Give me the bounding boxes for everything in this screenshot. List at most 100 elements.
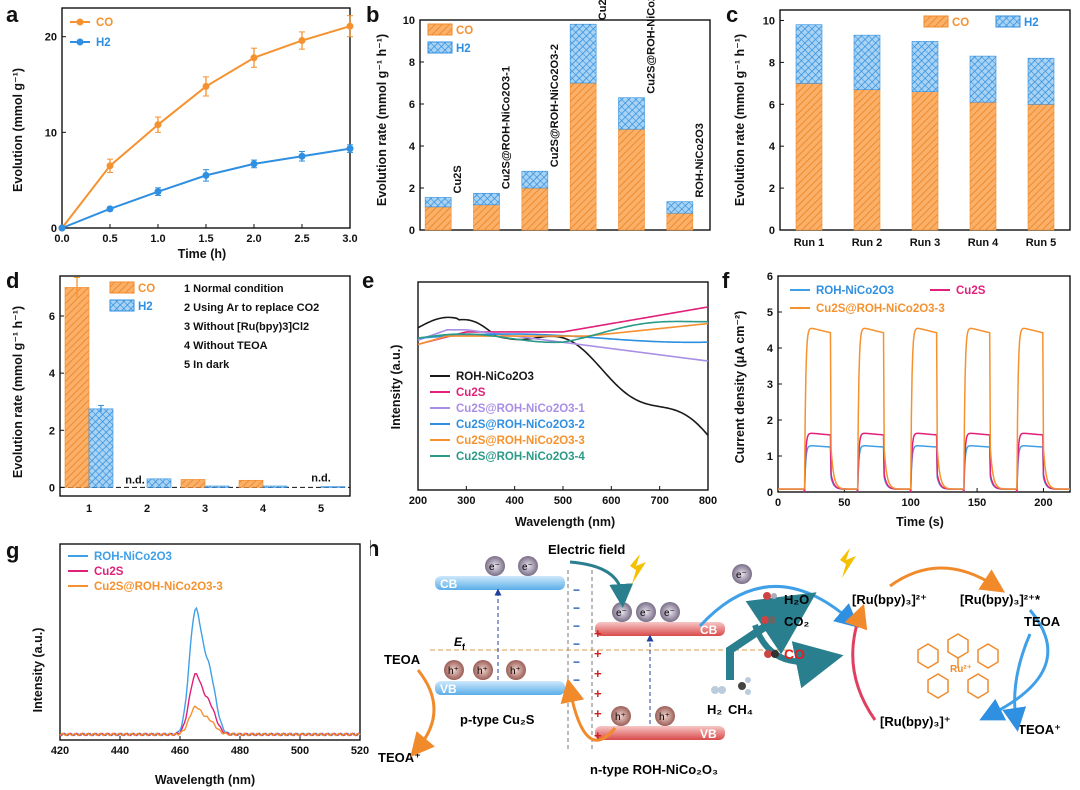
svg-text:+: +: [594, 666, 602, 681]
data-point: [106, 205, 114, 213]
x-tick-label: 420: [51, 745, 69, 757]
x-tick-label: 1: [86, 503, 92, 515]
ru-2plus-label: [Ru(bpy)₃]²⁺: [852, 592, 927, 607]
legend-marker-h2: [76, 38, 84, 46]
svg-text:+: +: [594, 646, 602, 661]
y-tick-label: 4: [409, 141, 416, 153]
cb-label-n: CB: [700, 623, 718, 637]
svg-text:+: +: [594, 728, 602, 743]
vb-label-p: VB: [440, 682, 457, 696]
y-tick-label: 10: [45, 127, 57, 139]
teoa-plus-left: TEOA⁺: [378, 750, 421, 765]
x-tick-label: 0.0: [54, 233, 69, 245]
panel-h-mechanism-diagram: h CB VB CB VB E f − − − − − − + + + + + + e⁻ e⁻ e⁻…: [370, 536, 1061, 777]
y-tick-label: 3: [767, 379, 773, 391]
legend-swatch-co: [923, 15, 949, 28]
y-tick-label: 10: [403, 15, 415, 27]
svg-text:−: −: [573, 673, 580, 687]
x-tick-label: 0.5: [102, 233, 117, 245]
electric-field-label: Electric field: [548, 542, 625, 557]
bar-h2: [569, 23, 597, 84]
bar-h2: [88, 408, 114, 488]
bar-h2: [521, 170, 549, 189]
hole-icon: [611, 706, 631, 726]
y-tick-label: 4: [49, 368, 56, 380]
legend-label-h2: H2: [1024, 17, 1039, 29]
y-tick-label: 10: [763, 15, 775, 27]
legend-label: ROH-NiCo2O3: [456, 371, 534, 383]
x-tick-label: Run 3: [910, 237, 941, 249]
bar-h2: [146, 478, 172, 488]
svg-text:−: −: [573, 655, 580, 669]
axis-label-x: Wavelength (nm): [515, 515, 615, 529]
condition-note: 3 Without [Ru(bpy)3]Cl2: [184, 321, 309, 333]
hole-icon: [506, 660, 526, 680]
x-tick-label: 1.0: [150, 233, 165, 245]
bar-co: [238, 479, 264, 488]
legend-label: Cu2S: [94, 566, 124, 578]
svg-text:e⁻: e⁻: [640, 608, 651, 619]
legend-marker-co: [76, 18, 84, 26]
series-line: [417, 322, 709, 346]
legend-swatch-co: [427, 23, 453, 36]
legend-label: Cu2S@ROH-NiCo2O3-3: [456, 435, 585, 447]
hole-icon: [444, 660, 464, 680]
legend-label: Cu2S: [456, 387, 486, 399]
panel-g-line-chart: g Intensity (a.u.) Wavelength (nm) 420 44…: [6, 538, 369, 787]
x-tick-label: Run 4: [968, 237, 999, 249]
x-tick-label: Run 5: [1026, 237, 1057, 249]
bar-h2: [666, 201, 694, 214]
y-tick-label: 0: [49, 482, 55, 494]
electron-icon: [732, 564, 752, 584]
legend-label: ROH-NiCo2O3: [94, 551, 172, 563]
x-tick-label: 1.5: [198, 233, 213, 245]
x-tick-label: 500: [291, 745, 309, 757]
x-tick-label: 50: [838, 497, 850, 509]
legend-label-h2: H2: [96, 37, 111, 49]
legend-label-co: CO: [96, 17, 113, 29]
legend-label: Cu2S@ROH-NiCo2O3-2: [456, 419, 585, 431]
svg-text:h⁺: h⁺: [659, 712, 670, 723]
electron-icon: [485, 556, 505, 576]
x-tick-label: 700: [650, 495, 668, 507]
x-tick-label: 300: [457, 495, 475, 507]
category-label: Cu2S: [452, 165, 464, 193]
series-line-co: [61, 25, 351, 229]
legend-label-h2: H2: [138, 301, 153, 313]
x-tick-label: Run 2: [852, 237, 883, 249]
legend-label: Cu2S@ROH-NiCo2O3-3: [816, 303, 945, 315]
svg-text:−: −: [573, 619, 580, 633]
y-tick-label: 5: [767, 307, 773, 319]
series-line: [59, 606, 361, 737]
x-tick-label: 0: [775, 497, 781, 509]
legend-swatch-h2: [427, 41, 453, 54]
teoa-plus-right: TEOA⁺: [1018, 722, 1061, 737]
x-tick-label: 150: [968, 497, 986, 509]
p-type-label: p-type Cu₂S: [460, 712, 535, 727]
nd-label: n.d.: [311, 472, 331, 484]
data-point: [346, 22, 354, 30]
data-point: [154, 188, 162, 196]
svg-text:e⁻: e⁻: [736, 570, 747, 581]
series-line: [417, 306, 709, 346]
x-tick-label: 2: [144, 503, 150, 515]
svg-text:e⁻: e⁻: [616, 608, 627, 619]
x-tick-label: 480: [231, 745, 249, 757]
legend-swatch-h2: [995, 15, 1021, 28]
x-tick-label: 3.0: [342, 233, 357, 245]
panel-d-bar-chart: d Evolution rate (mmol g⁻¹ h⁻¹) 0 2 4 6 1 2 3 4…: [6, 268, 351, 515]
data-point: [250, 54, 258, 62]
panel-label-b: b: [366, 2, 379, 27]
electron-icon: [660, 602, 680, 622]
panel-label-g: g: [6, 538, 19, 563]
condition-note: 1 Normal condition: [184, 283, 284, 295]
y-tick-label: 2: [769, 183, 775, 195]
bar-h2: [1027, 57, 1055, 105]
data-point: [250, 160, 258, 168]
panel-c-bar-chart: c Evolution rate (mmol g⁻¹ h⁻¹) 0 2 4 6 8 10 R…: [726, 2, 1071, 249]
svg-text:+: +: [594, 626, 602, 641]
series-line: [59, 673, 361, 737]
h2o-label: H₂O: [784, 592, 809, 607]
series-line-h2: [61, 147, 351, 229]
x-tick-label: 2.0: [246, 233, 261, 245]
